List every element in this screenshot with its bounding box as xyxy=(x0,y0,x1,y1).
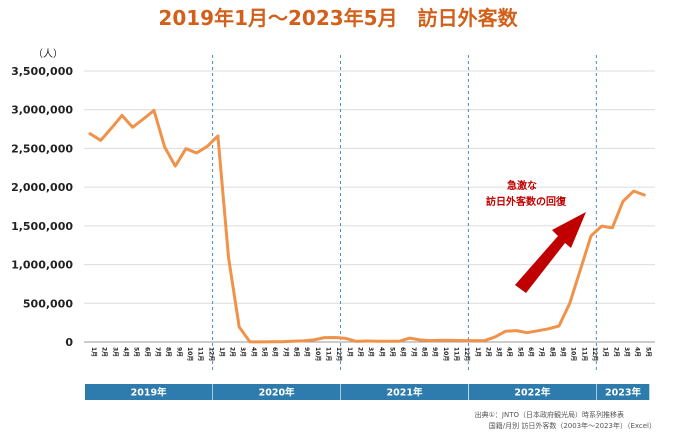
month-tick-label: 5月 xyxy=(133,347,141,357)
year-band xyxy=(85,384,213,400)
annotation-line-2: 訪日外客数の回復 xyxy=(486,195,567,208)
month-tick-label: 3月 xyxy=(111,347,119,357)
month-tick-label: 2月 xyxy=(229,347,237,357)
month-tick-label: 2月 xyxy=(101,347,109,357)
month-tick-label: 3月 xyxy=(623,347,631,357)
year-band-label: 2021年 xyxy=(387,387,423,399)
year-band-label: 2023年 xyxy=(605,387,641,399)
year-band-label: 2020年 xyxy=(259,387,295,399)
month-tick-labels: 1月 2月 3月 4月 5月 6月 7月 8月 9月 10月 11月 12月 1月 2月 3月 4月 5月 6月 7… xyxy=(90,347,652,361)
month-tick-label: 2月 xyxy=(484,347,492,357)
source-line-2: 国籍/月別 訪日外客数（2003年〜2023年）（Excel） xyxy=(489,421,656,430)
month-tick-label: 10月 xyxy=(314,347,322,361)
y-tick-label: 3,500,000 xyxy=(11,65,73,78)
month-tick-label: 12月 xyxy=(463,347,471,361)
month-tick-label: 8月 xyxy=(548,347,556,357)
y-axis-unit: （人） xyxy=(33,48,63,60)
month-tick-label: 9月 xyxy=(175,347,183,357)
month-tick-label: 1月 xyxy=(346,347,354,357)
annotation-line-1: 急激な xyxy=(507,179,537,192)
month-tick-label: 4月 xyxy=(378,347,386,357)
y-tick-labels: 0 500,000 1,000,000 1,500,000 2,000,000 2,500… xyxy=(11,65,73,349)
month-tick-label: 9月 xyxy=(559,347,567,357)
month-tick-label: 10月 xyxy=(186,347,194,361)
month-tick-label: 11月 xyxy=(325,347,333,361)
series-line xyxy=(88,108,646,344)
month-tick-label: 4月 xyxy=(122,347,130,357)
y-tick-label: 500,000 xyxy=(23,297,73,310)
month-tick-label: 2月 xyxy=(612,347,620,357)
month-tick-label: 5月 xyxy=(644,347,652,357)
y-tick-label: 2,000,000 xyxy=(11,181,73,194)
month-tick-label: 2月 xyxy=(357,347,365,357)
month-tick-label: 3月 xyxy=(239,347,247,357)
y-tick-label: 2,500,000 xyxy=(11,142,73,155)
month-tick-label: 10月 xyxy=(442,347,450,361)
y-tick-label: 3,000,000 xyxy=(11,104,73,117)
month-tick-label: 4月 xyxy=(634,347,642,357)
month-tick-label: 11月 xyxy=(452,347,460,361)
month-tick-label: 6月 xyxy=(271,347,279,357)
year-band xyxy=(596,384,650,400)
gridlines xyxy=(84,70,655,343)
year-band-label: 2022年 xyxy=(514,387,550,399)
month-tick-label: 8月 xyxy=(421,347,429,357)
month-tick-label: 4月 xyxy=(250,347,258,357)
month-tick-label: 6月 xyxy=(527,347,535,357)
month-tick-label: 8月 xyxy=(293,347,301,357)
month-tick-label: 1月 xyxy=(218,347,226,357)
month-tick-label: 11月 xyxy=(580,347,588,361)
month-tick-label: 4月 xyxy=(506,347,514,357)
recovery-arrow xyxy=(515,212,586,293)
month-tick-label: 6月 xyxy=(143,347,151,357)
month-tick-label: 8月 xyxy=(165,347,173,357)
month-tick-label: 5月 xyxy=(516,347,524,357)
y-tick-label: 0 xyxy=(65,336,73,349)
month-tick-label: 11月 xyxy=(197,347,205,361)
month-tick-label: 12月 xyxy=(335,347,343,361)
month-tick-label: 12月 xyxy=(207,347,215,361)
series-line-group xyxy=(88,108,646,344)
y-tick-label: 1,500,000 xyxy=(11,220,73,233)
month-tick-label: 3月 xyxy=(367,347,375,357)
year-dividers xyxy=(212,55,597,372)
year-bands: 2019年 2020年 2021年 2022年 2023年 xyxy=(85,384,650,400)
annotation-group: 急激な 訪日外客数の回復 xyxy=(486,179,586,293)
month-tick-label: 7月 xyxy=(410,347,418,357)
month-tick-label: 1月 xyxy=(474,347,482,357)
month-tick-label: 9月 xyxy=(431,347,439,357)
year-band xyxy=(212,384,341,400)
month-tick-label: 7月 xyxy=(154,347,162,357)
y-tick-label: 1,000,000 xyxy=(11,259,73,272)
month-tick-label: 7月 xyxy=(282,347,290,357)
chart-title: 2019年1月〜2023年5月 訪日外客数 xyxy=(158,6,518,30)
month-tick-label: 5月 xyxy=(261,347,269,357)
month-tick-label: 5月 xyxy=(389,347,397,357)
year-band xyxy=(468,384,597,400)
month-tick-label: 1月 xyxy=(602,347,610,357)
month-tick-label: 9月 xyxy=(303,347,311,357)
month-tick-label: 6月 xyxy=(399,347,407,357)
year-band xyxy=(340,384,469,400)
month-tick-label: 1月 xyxy=(90,347,98,357)
source-line-1: 出典①：JNTO（日本政府観光局）時系列推移表 xyxy=(475,410,624,419)
month-tick-label: 12月 xyxy=(591,347,599,361)
month-tick-label: 3月 xyxy=(495,347,503,357)
month-tick-label: 10月 xyxy=(570,347,578,361)
year-band-label: 2019年 xyxy=(131,387,167,399)
month-tick-label: 7月 xyxy=(538,347,546,357)
